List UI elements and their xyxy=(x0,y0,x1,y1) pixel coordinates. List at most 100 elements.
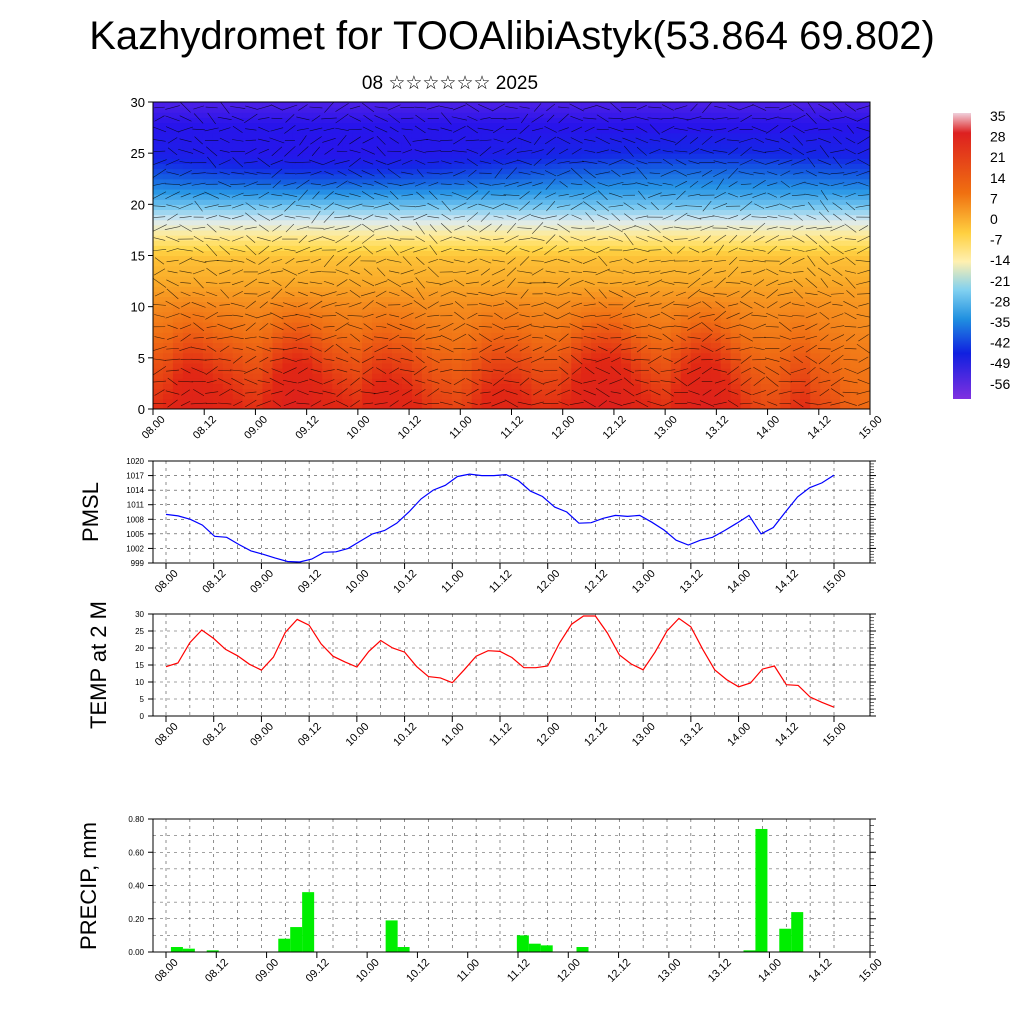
field-cell xyxy=(640,102,652,108)
field-cell xyxy=(830,296,841,303)
field-cell xyxy=(352,245,363,251)
field-cell xyxy=(631,403,642,409)
field-cell xyxy=(431,173,443,180)
field-cell xyxy=(501,260,513,267)
field-cell xyxy=(521,357,533,364)
field-cell xyxy=(830,173,841,180)
wind-vector xyxy=(285,389,295,396)
field-cell xyxy=(411,142,423,149)
field-cell xyxy=(262,209,274,216)
wind-vector xyxy=(413,365,427,376)
field-cell xyxy=(272,194,284,200)
field-cell xyxy=(690,260,702,267)
field-cell xyxy=(382,316,393,323)
field-cell xyxy=(501,368,513,374)
field-cell xyxy=(770,173,781,180)
field-cell xyxy=(581,322,592,328)
field-cell xyxy=(621,378,632,385)
field-cell xyxy=(332,188,343,195)
field-cell xyxy=(810,142,821,149)
field-cell xyxy=(312,153,323,159)
field-cell xyxy=(491,260,503,267)
wind-vector xyxy=(153,358,166,361)
field-cell xyxy=(372,188,383,195)
field-cell xyxy=(471,398,483,405)
wind-vector xyxy=(166,204,179,208)
field-cell xyxy=(222,127,234,134)
field-cell xyxy=(332,388,343,395)
field-cell xyxy=(192,132,204,139)
wind-vector xyxy=(166,171,179,176)
wind-vector xyxy=(363,402,374,405)
field-cell xyxy=(392,322,403,328)
field-cell xyxy=(332,163,343,170)
field-cell xyxy=(541,311,552,318)
field-cell xyxy=(541,322,552,328)
field-cell xyxy=(441,322,453,328)
field-cell xyxy=(690,352,702,359)
chart-date: 08 ☆☆☆☆☆☆ 2025 xyxy=(361,73,539,94)
field-cell xyxy=(830,188,841,195)
field-cell xyxy=(830,168,841,175)
wind-vector xyxy=(257,213,271,221)
field-cell xyxy=(511,388,523,395)
field-cell xyxy=(551,378,562,385)
field-cell xyxy=(660,219,672,226)
field-cell xyxy=(352,337,363,344)
field-cell xyxy=(212,337,224,344)
field-cell xyxy=(650,173,662,180)
field-cell xyxy=(800,332,811,338)
field-cell xyxy=(401,158,413,164)
field-cell xyxy=(720,311,732,318)
field-cell xyxy=(441,368,453,374)
field-cell xyxy=(212,270,224,277)
wind-vector xyxy=(245,346,256,351)
field-cell xyxy=(511,281,523,287)
field-cell xyxy=(491,153,503,159)
field-cell xyxy=(850,158,861,164)
field-cell xyxy=(491,168,503,175)
field-cell xyxy=(541,127,552,134)
field-cell xyxy=(322,332,333,338)
field-cell xyxy=(601,102,612,108)
field-cell xyxy=(770,137,781,144)
field-cell xyxy=(750,342,762,349)
wind-vector xyxy=(219,149,230,153)
field-cell xyxy=(800,275,811,282)
field-cell xyxy=(760,260,772,267)
field-cell xyxy=(431,347,443,354)
field-cell xyxy=(750,332,762,338)
field-cell xyxy=(481,132,493,139)
wind-vector xyxy=(297,146,309,157)
wind-vector xyxy=(309,127,323,132)
field-cell xyxy=(631,112,642,118)
wind-vector xyxy=(413,247,428,253)
field-cell xyxy=(640,311,652,318)
field-cell xyxy=(581,342,592,349)
wind-vector xyxy=(232,269,244,275)
field-cell xyxy=(700,194,712,200)
field-cell xyxy=(372,178,383,185)
field-cell xyxy=(481,255,493,262)
field-cell xyxy=(322,296,333,303)
field-cell xyxy=(710,240,722,246)
field-cell xyxy=(750,142,762,149)
field-cell xyxy=(640,398,652,405)
field-cell xyxy=(710,255,722,262)
field-cell xyxy=(192,368,204,374)
field-cell xyxy=(780,311,791,318)
wind-vector xyxy=(361,377,375,386)
field-cell xyxy=(720,142,732,149)
field-cell xyxy=(860,306,870,313)
field-cell xyxy=(601,260,612,267)
field-cell xyxy=(421,301,433,308)
field-cell xyxy=(222,352,234,359)
wind-vector xyxy=(428,259,439,263)
wind-vector xyxy=(154,257,165,265)
field-cell xyxy=(362,311,373,318)
field-cell xyxy=(411,112,423,118)
field-cell xyxy=(322,245,333,251)
field-cell xyxy=(830,403,841,409)
field-cell xyxy=(750,188,762,195)
field-cell xyxy=(640,194,652,200)
